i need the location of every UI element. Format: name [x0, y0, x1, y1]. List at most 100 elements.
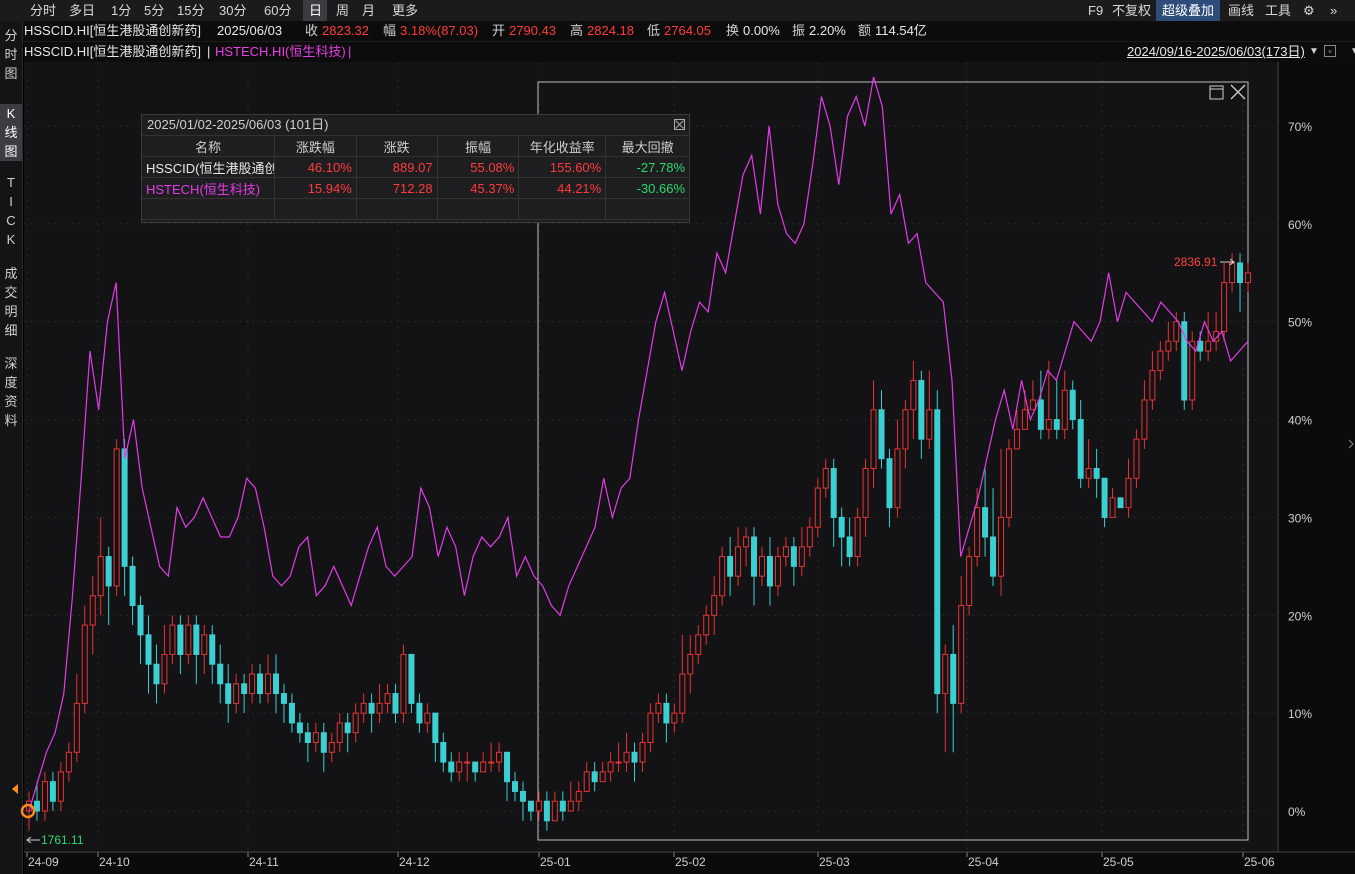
selection-range-box — [537, 81, 1249, 841]
candle-up — [639, 742, 646, 763]
candle-down — [280, 693, 287, 704]
candle-down — [432, 712, 439, 744]
candle-down — [49, 781, 56, 802]
candle-down — [472, 761, 479, 773]
candle-up — [735, 546, 742, 577]
candle-up — [1245, 272, 1251, 284]
y-tick-label: 50% — [1288, 316, 1312, 330]
candle-down — [1069, 389, 1076, 421]
candle-up — [81, 624, 88, 704]
candle-down — [288, 702, 295, 724]
sidebar-item-0[interactable]: 分时图 — [4, 28, 18, 81]
change-label: 幅 — [383, 23, 397, 38]
candle-up — [926, 409, 933, 440]
candle-up — [496, 751, 503, 763]
left-scroll-icon — [12, 784, 18, 794]
candle-down — [392, 693, 399, 714]
toolbar-right-2[interactable]: 超级叠加 — [1156, 0, 1220, 21]
candle-down — [121, 448, 128, 567]
period-tab-7[interactable]: 日 — [303, 0, 327, 21]
candle-up — [265, 673, 272, 695]
candle-up — [974, 507, 981, 558]
settings-gear-icon[interactable]: ⚙ — [1303, 3, 1315, 18]
candle-down — [543, 800, 550, 822]
overlay-legend: HSSCID.HI[恒生港股通创新药] | HSTECH.HI(恒生科技) | … — [24, 42, 1355, 62]
legend-overlay-series[interactable]: HSTECH.HI(恒生科技) — [215, 44, 346, 59]
legend-main-series[interactable]: HSSCID.HI[恒生港股通创新药] — [24, 44, 201, 59]
change-value: 3.18%(87.03) — [400, 23, 479, 38]
period-tab-3[interactable]: 5分 — [144, 3, 165, 18]
candle-up — [1021, 409, 1028, 430]
candle-up — [312, 732, 319, 744]
candle-down — [137, 605, 144, 636]
candle-up — [1189, 340, 1196, 401]
more-arrows-icon[interactable]: » — [1330, 3, 1338, 18]
candle-up — [1029, 399, 1036, 411]
period-tab-2[interactable]: 1分 — [111, 3, 132, 18]
candle-down — [145, 634, 152, 665]
candle-down — [153, 663, 160, 685]
range-dropdown-icon[interactable]: ▼ — [1309, 46, 1319, 57]
period-tab-9[interactable]: 月 — [362, 3, 376, 18]
candle-down — [1053, 419, 1060, 430]
stats-row: HSSCID(恒生港股通创新药)46.10%889.0755.08%155.60… — [142, 156, 690, 178]
date-range-selector[interactable]: 2024/09/16-2025/06/03(173日) — [1127, 44, 1305, 59]
close-label: 收 — [305, 23, 319, 38]
x-tick-label: 25-06 — [1244, 855, 1275, 869]
period-tab-1[interactable]: 多日 — [69, 3, 96, 18]
candle-up — [1157, 350, 1164, 372]
candle-up — [384, 693, 391, 704]
period-tab-4[interactable]: 15分 — [177, 3, 205, 18]
stats-dd: -30.66% — [605, 177, 690, 199]
candle-up — [41, 781, 48, 812]
candle-down — [838, 516, 845, 538]
candle-up — [894, 448, 901, 509]
candle-up — [1141, 399, 1148, 440]
candle-down — [830, 468, 837, 518]
quote-date: 2025/06/03 — [217, 23, 283, 38]
candle-up — [822, 468, 829, 489]
period-tab-8[interactable]: 周 — [336, 3, 350, 18]
candle-up — [1133, 438, 1140, 479]
close-icon[interactable] — [674, 119, 685, 130]
stats-header-row: 名称 涨跌幅 涨跌 振幅 年化收益率 最大回撤 — [142, 136, 690, 157]
stats-chg: 712.28 — [356, 177, 438, 199]
candle-up — [488, 761, 495, 764]
collapse-arrow-icon[interactable]: ▼ — [1350, 46, 1355, 57]
candle-up — [806, 526, 813, 548]
candle-down — [129, 565, 136, 606]
candle-up — [1173, 321, 1180, 342]
toolbar-right-4[interactable]: 工具 — [1265, 3, 1292, 18]
sidebar-item-4[interactable]: 深度资料 — [4, 356, 18, 428]
toolbar-right-1[interactable]: 不复权 — [1112, 3, 1152, 18]
quote-info-bar: HSSCID.HI[恒生港股通创新药] 2025/06/03 收 2823.32… — [0, 21, 1355, 42]
candle-down — [790, 546, 797, 567]
candle-up — [535, 800, 542, 812]
toolbar-right-3[interactable]: 画线 — [1228, 3, 1255, 18]
stats-row: HSTECH(恒生科技) 15.94% 712.28 45.37% 44.21% -30.… — [142, 177, 690, 199]
toolbar-right-0[interactable]: F9 — [1088, 3, 1104, 18]
period-tab-5[interactable]: 30分 — [219, 3, 247, 18]
settings-box-icon[interactable]: ▫ — [1324, 45, 1336, 57]
candle-down — [416, 702, 423, 724]
sidebar-item-3[interactable]: 成交明细 — [4, 266, 18, 338]
stats-pct: 46.10% — [274, 156, 357, 178]
candle-up — [1125, 477, 1132, 509]
period-tab-10[interactable]: 更多 — [392, 3, 419, 18]
period-tab-0[interactable]: 分时 — [30, 3, 57, 18]
candle-up — [870, 409, 877, 469]
period-tab-6[interactable]: 60分 — [264, 3, 292, 18]
candle-up — [1061, 389, 1068, 430]
candle-up — [328, 742, 335, 753]
candle-down — [440, 742, 447, 763]
min-price-label: 1761.11 — [41, 833, 84, 847]
high-label: 高 — [570, 23, 584, 38]
y-tick-label: 30% — [1288, 511, 1312, 525]
stats-dd: -27.78% — [605, 156, 690, 178]
stats-header-cell: 涨跌 — [356, 136, 438, 157]
candle-up — [583, 771, 590, 792]
candle-down — [257, 673, 264, 695]
